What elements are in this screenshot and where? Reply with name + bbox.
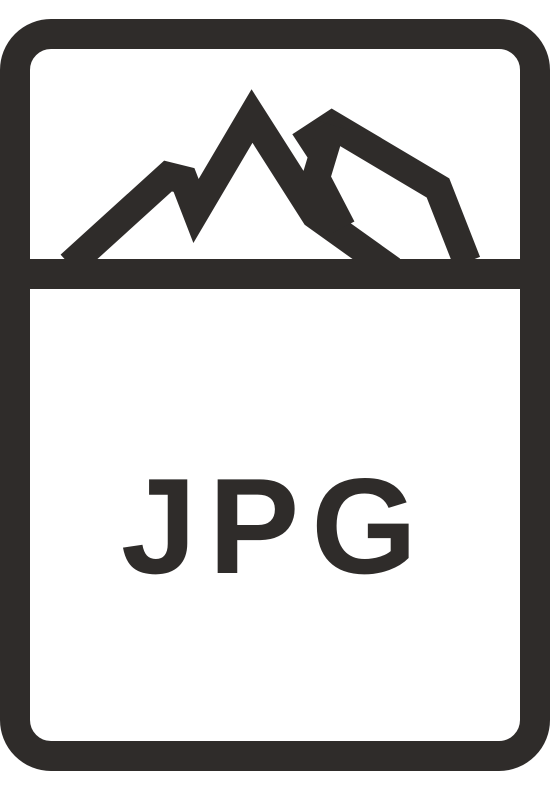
divider-line	[15, 259, 535, 289]
mountain-icon	[60, 89, 481, 282]
file-type-label: JPG	[121, 450, 429, 602]
